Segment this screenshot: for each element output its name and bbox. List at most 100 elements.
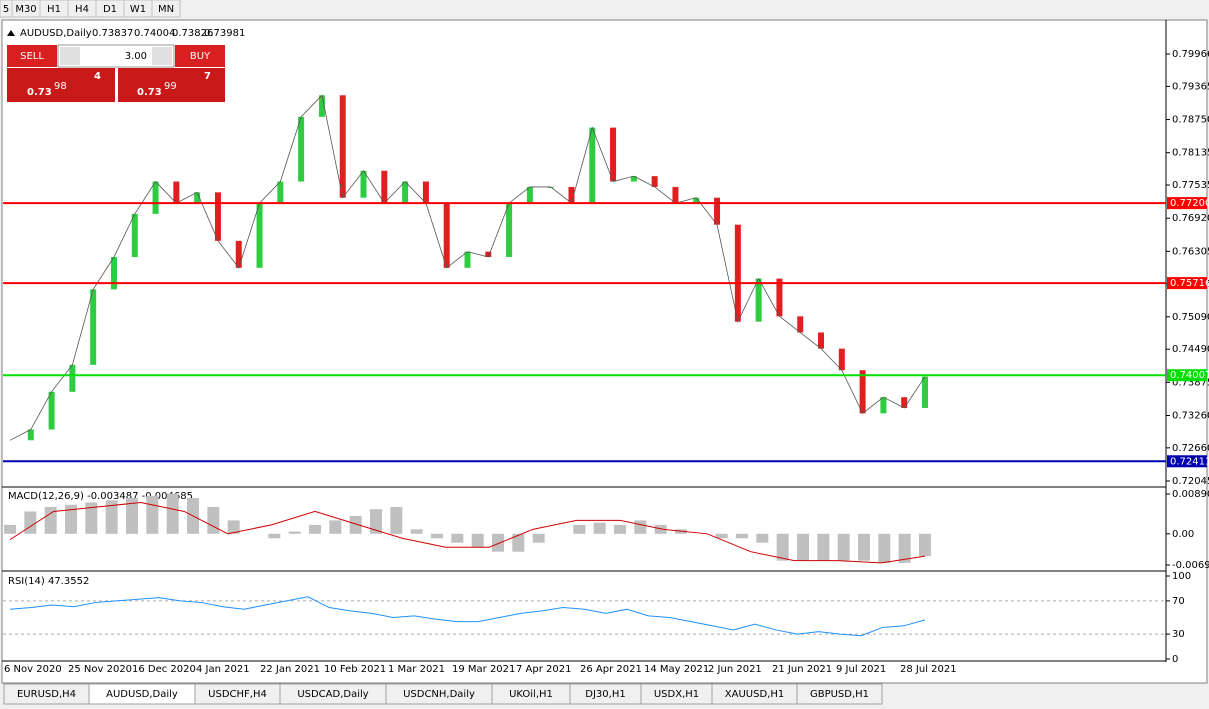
macd-bar: [715, 533, 728, 539]
tab[interactable]: [796, 683, 883, 705]
timeframe-label: M30: [15, 4, 36, 15]
lots-value: 3.00: [125, 51, 147, 62]
rsi-line: [9, 596, 926, 637]
date-label: 25 Nov 2020: [68, 664, 132, 675]
macd-bar: [756, 533, 769, 543]
macd-bar: [309, 524, 321, 534]
macd-bar: [268, 533, 281, 539]
timeframe-button[interactable]: [151, 0, 181, 18]
candle: [422, 181, 429, 204]
tab-label: DJ30,H1: [585, 689, 625, 700]
candle: [838, 348, 845, 371]
candle: [318, 95, 325, 117]
candle: [464, 251, 471, 268]
date-label: 14 May 2021: [644, 664, 709, 675]
timeframe-label: H4: [75, 4, 89, 15]
candle: [734, 224, 741, 322]
date-label: 22 Jan 2021: [260, 664, 320, 675]
tab-label: AUDUSD,Daily: [106, 689, 178, 700]
candle: [859, 370, 866, 414]
candle: [610, 127, 617, 182]
date-label: 26 Apr 2021: [580, 664, 642, 675]
macd-bar: [593, 522, 606, 534]
date-label: 9 Jul 2021: [836, 664, 886, 675]
collapse-icon[interactable]: [7, 30, 15, 36]
sell-button[interactable]: [7, 45, 57, 67]
macd-bar: [512, 533, 525, 552]
macd-tick-label: 0.008903: [1172, 489, 1209, 500]
date-label: 21 Jun 2021: [772, 664, 832, 675]
candle: [693, 197, 700, 204]
lots-input[interactable]: [57, 44, 175, 68]
macd-bar: [410, 529, 423, 534]
candle: [922, 376, 928, 408]
candle: [48, 391, 55, 430]
macd-bar: [492, 533, 504, 552]
candle: [485, 251, 492, 258]
candle: [755, 278, 762, 322]
macd-title: MACD(12,26,9) -0.003487 -0.004685: [8, 491, 193, 502]
sell-price[interactable]: [7, 68, 115, 102]
buy-main: 99: [164, 81, 177, 92]
header-high: 0.74004: [134, 28, 175, 39]
macd-tick-label: -0.006977: [1172, 560, 1209, 571]
macd-bar: [126, 498, 138, 534]
buy-frac: 7: [204, 71, 211, 82]
macd-bar: [837, 533, 850, 561]
candle: [402, 181, 409, 204]
macd-tick-label: 0.00: [1172, 529, 1194, 540]
price-tick-label: 0.72045: [1172, 476, 1209, 487]
candle: [630, 176, 637, 182]
buy-button[interactable]: [175, 45, 225, 67]
price-tick-label: 0.79966: [1172, 49, 1209, 60]
macd-bar: [736, 533, 748, 539]
rsi-tick-label: 0: [1172, 654, 1178, 665]
price-tick-label: 0.79365: [1172, 81, 1209, 92]
date-label: 19 Mar 2021: [452, 664, 515, 675]
macd-bar: [654, 524, 667, 534]
macd-bar: [349, 515, 362, 534]
candle: [651, 176, 658, 187]
macd-bar: [329, 520, 342, 534]
toolbar: [0, 0, 1209, 18]
header-symbol: AUDUSD,Daily: [20, 28, 92, 39]
macd-bar: [146, 495, 159, 534]
lots-up[interactable]: [152, 47, 172, 65]
level-label: 0.72411: [1170, 456, 1209, 467]
rsi-tick-label: 70: [1172, 596, 1185, 607]
sell-label: SELL: [20, 51, 44, 62]
candle: [110, 257, 117, 290]
candle: [672, 186, 679, 204]
candle: [818, 332, 825, 349]
sell-main: 98: [54, 81, 67, 92]
level-label: 0.77200: [1170, 198, 1209, 209]
macd-bar: [898, 533, 911, 563]
candle: [131, 213, 138, 258]
candle: [901, 397, 908, 408]
tab-label: XAUUSD,H1: [725, 689, 784, 700]
candle: [173, 181, 180, 204]
macd-bar: [919, 533, 931, 557]
macd-bar: [878, 533, 891, 563]
macd-bar: [370, 509, 382, 534]
candle: [256, 203, 263, 268]
candle: [27, 429, 34, 441]
lots-down[interactable]: [60, 47, 80, 65]
macd-bar: [431, 533, 443, 539]
macd-bar: [532, 533, 545, 543]
candle: [298, 116, 305, 182]
macd-bar: [776, 533, 789, 561]
candle: [776, 278, 783, 317]
candle: [339, 95, 346, 198]
candle: [69, 364, 76, 392]
candle: [214, 192, 221, 241]
macd-bar: [288, 531, 301, 534]
tab-label: USDCNH,Daily: [403, 689, 475, 700]
buy-price[interactable]: [118, 68, 225, 102]
tab-label: GBPUSD,H1: [810, 689, 869, 700]
